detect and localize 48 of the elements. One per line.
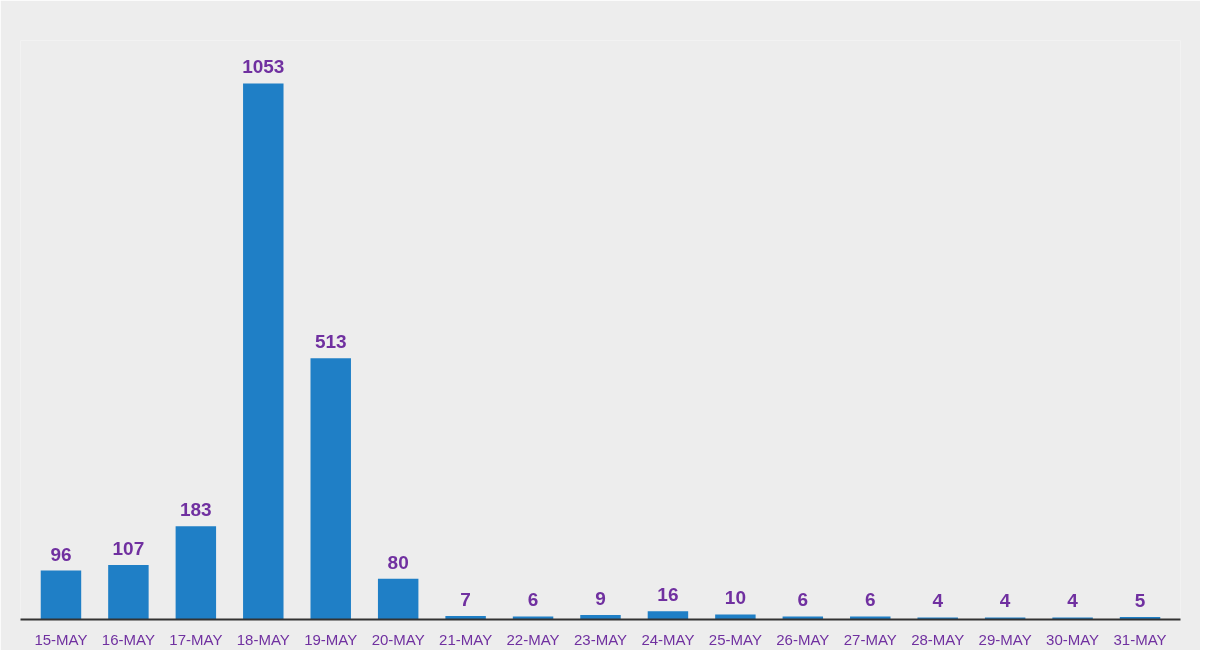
x-tick-label: 28-MAY xyxy=(911,630,965,648)
x-tick-label: 18-MAY xyxy=(236,630,290,648)
x-tick-label: 27-MAY xyxy=(843,630,897,648)
x-tick-label: 21-MAY xyxy=(439,630,493,648)
x-tick-label: 16-MAY xyxy=(101,630,155,648)
x-tick-label: 23-MAY xyxy=(573,630,628,648)
x-tick-label: 15-MAY xyxy=(34,630,88,648)
x-tick-label: 24-MAY xyxy=(641,630,695,648)
bar xyxy=(377,578,419,620)
bar xyxy=(243,83,284,620)
bar xyxy=(512,616,554,620)
data-label: 16 xyxy=(657,584,679,606)
data-label: 4 xyxy=(1067,590,1079,612)
data-label: 1053 xyxy=(242,56,285,78)
bar xyxy=(1052,617,1093,620)
data-label: 107 xyxy=(112,538,145,560)
x-tick-label: 26-MAY xyxy=(776,630,830,648)
bar xyxy=(310,358,351,620)
data-label: 513 xyxy=(314,331,347,353)
bar xyxy=(647,611,689,620)
bar xyxy=(108,565,149,620)
bar xyxy=(984,617,1026,620)
data-label: 6 xyxy=(527,589,539,611)
data-label: 9 xyxy=(595,587,606,609)
data-label: 7 xyxy=(460,588,471,610)
x-tick-label: 25-MAY xyxy=(708,630,762,648)
data-label: 4 xyxy=(932,590,944,612)
bar xyxy=(850,616,891,620)
x-tick-label: 20-MAY xyxy=(371,630,425,648)
data-label: 80 xyxy=(387,551,409,573)
bar xyxy=(715,614,756,620)
data-label: 10 xyxy=(724,587,746,609)
data-label: 96 xyxy=(50,543,72,565)
x-tick-label: 19-MAY xyxy=(304,630,358,648)
bar xyxy=(917,617,958,620)
data-label: 6 xyxy=(797,589,809,611)
x-tick-label: 30-MAY xyxy=(1046,630,1100,648)
x-tick-label: 31-MAY xyxy=(1113,630,1167,648)
bar xyxy=(782,616,824,620)
x-tick-label: 29-MAY xyxy=(978,630,1032,648)
data-label: 4 xyxy=(999,590,1011,612)
data-label: 6 xyxy=(864,589,876,611)
data-label: 5 xyxy=(1134,589,1146,611)
bar xyxy=(175,526,217,620)
data-label: 183 xyxy=(180,499,212,521)
x-tick-label: 17-MAY xyxy=(169,630,223,648)
x-tick-label: 22-MAY xyxy=(506,630,560,648)
bar xyxy=(40,570,82,620)
